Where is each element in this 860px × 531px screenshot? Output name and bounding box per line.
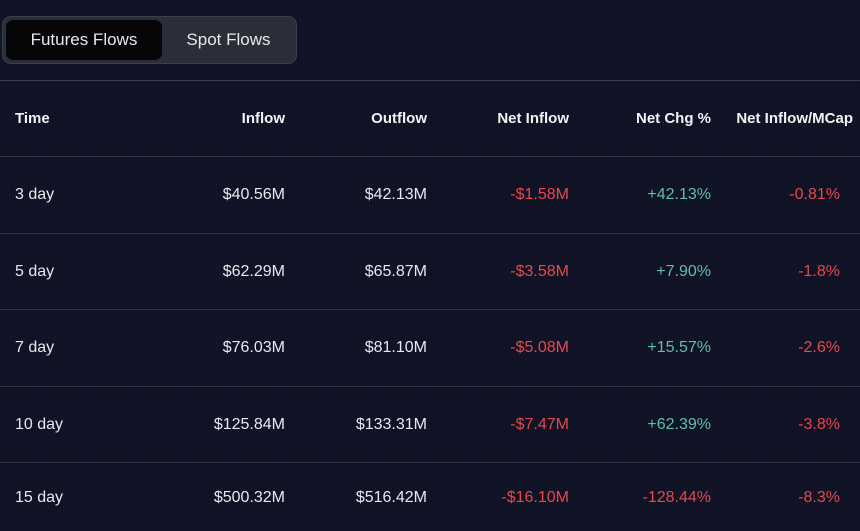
cell-outflow: $133.31M: [355, 415, 427, 433]
cell-net-chg: -128.44%: [642, 489, 712, 506]
cell-net-chg: +42.13%: [647, 186, 711, 203]
cell-net-inflow-mcap: -1.8%: [798, 262, 840, 280]
cell-net-chg: +62.39%: [647, 415, 711, 433]
cell-time: 15 day: [15, 489, 64, 506]
column-header-inflow[interactable]: Inflow: [241, 110, 285, 127]
cell-net-inflow-mcap: -2.6%: [798, 339, 840, 356]
cell-net-inflow: -$5.08M: [510, 339, 569, 356]
tab-spot-flows[interactable]: Spot Flows: [186, 30, 271, 49]
cell-outflow: $516.42M: [355, 489, 427, 506]
cell-net-inflow: -$7.47M: [510, 415, 569, 433]
cell-inflow: $500.32M: [213, 489, 285, 506]
flows-table: Time Inflow Outflow Net Inflow Net Chg %…: [0, 80, 860, 531]
column-header-time[interactable]: Time: [15, 110, 50, 127]
column-header-outflow[interactable]: Outflow: [371, 110, 427, 127]
cell-inflow: $125.84M: [213, 415, 285, 433]
column-header-net-inflow[interactable]: Net Inflow: [497, 110, 569, 127]
cell-outflow: $81.10M: [364, 339, 427, 356]
cell-inflow: $76.03M: [222, 339, 285, 356]
cell-time: 3 day: [15, 186, 55, 203]
cell-net-chg: +7.90%: [656, 262, 711, 280]
table-row: 15 day $500.32M $516.42M -$16.10M -128.44% -8…: [0, 463, 860, 531]
table-row: 3 day $40.56M $42.13M -$1.58M +42.13% -0.81%: [0, 157, 860, 234]
table-header-row: Time Inflow Outflow Net Inflow Net Chg %…: [0, 81, 860, 157]
cell-outflow: $65.87M: [364, 262, 427, 280]
cell-time: 10 day: [15, 415, 64, 433]
cell-time: 7 day: [15, 339, 55, 356]
cell-net-inflow: -$1.58M: [510, 186, 569, 203]
cell-net-inflow: -$3.58M: [510, 262, 569, 280]
cell-inflow: $40.56M: [222, 186, 285, 203]
cell-net-inflow-mcap: -0.81%: [789, 186, 840, 203]
column-header-net-chg[interactable]: Net Chg %: [636, 110, 711, 127]
cell-net-inflow: -$16.10M: [501, 489, 569, 506]
table-row: 7 day $76.03M $81.10M -$5.08M +15.57% -2.6%: [0, 310, 860, 387]
tab-futures-flows[interactable]: Futures Flows: [6, 20, 162, 60]
column-header-net-inflow-mcap[interactable]: Net Inflow/MCap: [736, 110, 853, 127]
table-row: 5 day $62.29M $65.87M -$3.58M +7.90% -1.8%: [0, 234, 860, 310]
flow-type-tabs: Futures Flows Spot Flows: [2, 16, 297, 64]
cell-inflow: $62.29M: [222, 262, 285, 280]
table-row: 10 day $125.84M $133.31M -$7.47M +62.39% -3.8…: [0, 387, 860, 463]
cell-outflow: $42.13M: [364, 186, 427, 203]
cell-net-inflow-mcap: -8.3%: [798, 489, 840, 506]
cell-time: 5 day: [15, 262, 55, 280]
cell-net-chg: +15.57%: [647, 339, 711, 356]
cell-net-inflow-mcap: -3.8%: [798, 415, 840, 433]
